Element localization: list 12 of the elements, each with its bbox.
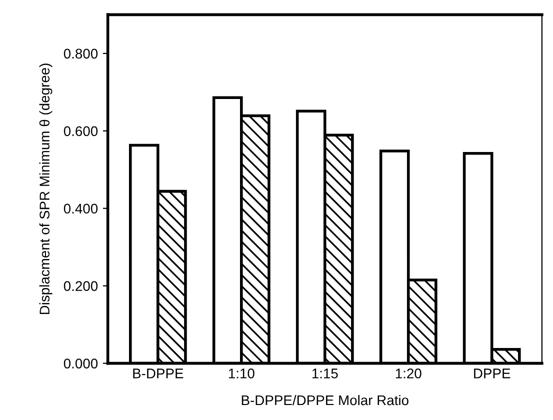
y-tick-label: 0.600 xyxy=(64,126,98,136)
y-tick-label: 0.200 xyxy=(64,281,98,292)
x-tick-label: B-DPPE xyxy=(133,368,184,378)
x-axis-title: B-DPPE/DPPE Molar Ratio xyxy=(242,394,408,406)
x-tick-label: 1:10 xyxy=(228,368,254,378)
x-tick-label: 1:20 xyxy=(396,368,422,378)
y-tick-label: 0.000 xyxy=(64,358,98,368)
x-tick-label: 1:15 xyxy=(312,368,338,378)
y-tick-label: 0.400 xyxy=(64,204,98,214)
y-tick-label: 0.800 xyxy=(64,48,98,59)
x-tick-label: DPPE xyxy=(474,368,510,378)
y-axis-title: Displacment of SPR Minimum θ (degree) xyxy=(39,64,52,314)
